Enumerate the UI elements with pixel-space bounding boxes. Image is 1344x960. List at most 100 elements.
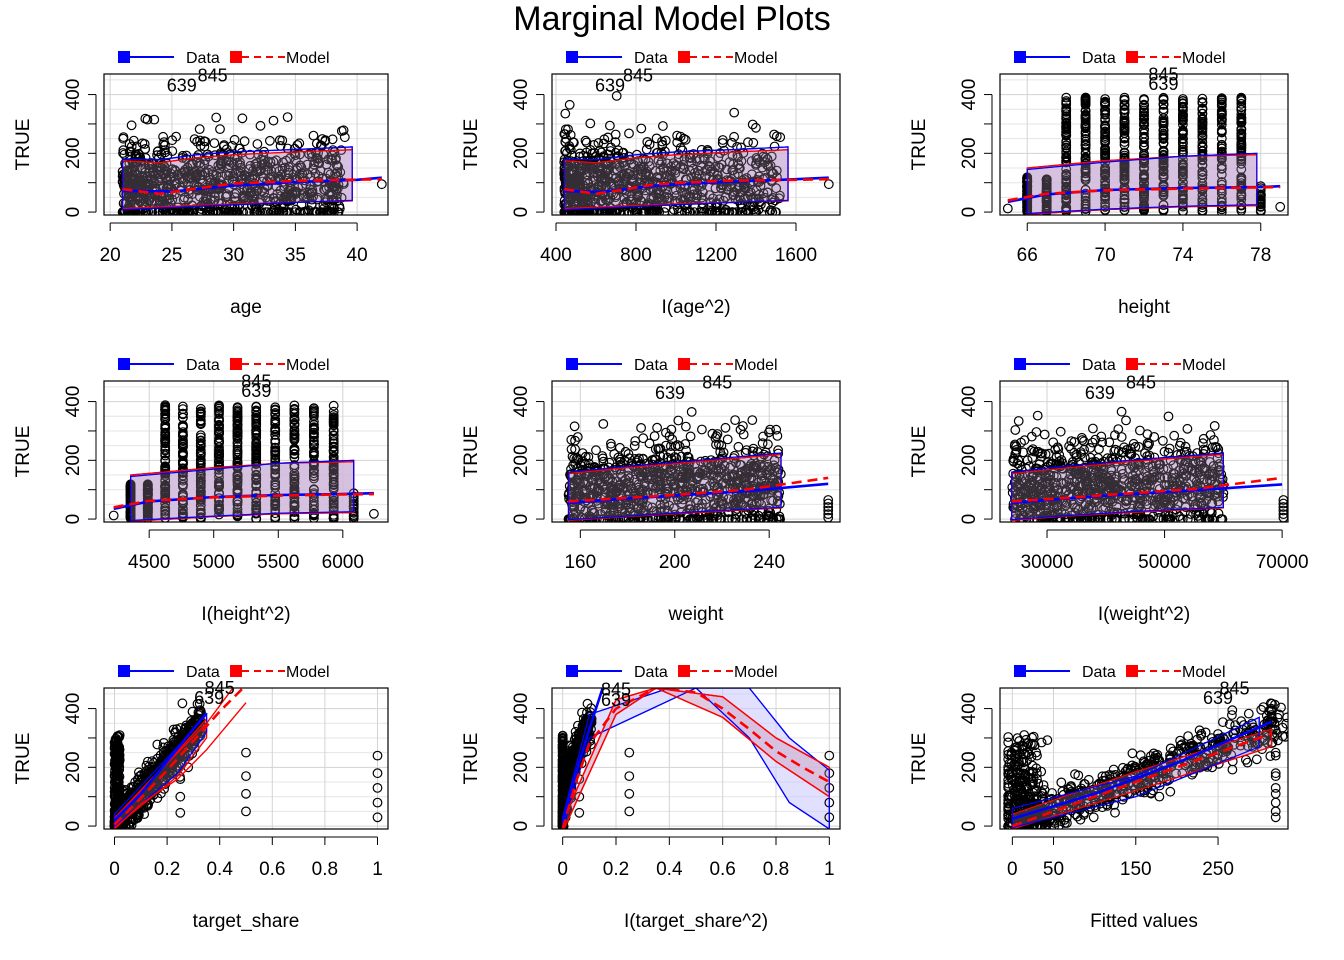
data-point [124, 139, 135, 149]
data-point [1216, 109, 1227, 120]
data-point [230, 192, 240, 203]
data-point [232, 432, 243, 443]
data-point [1197, 123, 1208, 134]
data-point [251, 481, 262, 492]
data-point [1032, 410, 1043, 421]
data-point [1119, 148, 1130, 159]
data-point [1100, 109, 1110, 120]
data-point [1061, 140, 1072, 151]
data-point [294, 207, 305, 215]
data-point [331, 184, 342, 195]
data-point [763, 439, 773, 450]
data-point [308, 130, 319, 141]
data-point [666, 161, 676, 172]
data-point [302, 189, 313, 200]
data-point [760, 157, 770, 168]
data-point [1177, 101, 1188, 112]
data-point [323, 167, 334, 178]
data-point [108, 510, 119, 521]
data-point [205, 172, 215, 183]
data-point [680, 200, 690, 211]
data-point [598, 419, 609, 429]
data-point [1100, 150, 1110, 161]
plot-area [559, 90, 834, 215]
data-point [574, 166, 585, 177]
data-point [177, 412, 188, 423]
data-point [189, 134, 200, 145]
data-point [1041, 206, 1052, 215]
data-point [232, 207, 243, 215]
data-point [1197, 151, 1208, 162]
data-point [328, 474, 339, 484]
data-point [214, 478, 224, 489]
data-point [710, 207, 720, 215]
data-point [289, 412, 300, 423]
data-point [747, 119, 758, 130]
data-point [229, 134, 240, 145]
data-point [1158, 160, 1169, 171]
data-point [277, 207, 288, 215]
x-tick-label: 5500 [257, 552, 299, 573]
legend: Data Model [566, 50, 778, 67]
data-point [644, 139, 655, 150]
data-point [1216, 163, 1227, 174]
x-tick-label: 30 [223, 245, 244, 266]
data-point [729, 107, 740, 118]
legend: Data Model [566, 357, 778, 374]
data-point [316, 140, 327, 151]
data-point [1080, 111, 1091, 122]
data-point [118, 145, 129, 156]
data-point [195, 495, 206, 505]
data-point [328, 400, 339, 411]
x-tick-label: 6000 [322, 552, 364, 573]
data-point [214, 499, 224, 510]
data-point [1158, 145, 1169, 156]
data-point [1080, 93, 1091, 104]
data-point [236, 207, 247, 215]
data-point [180, 169, 191, 180]
data-point [1177, 114, 1188, 125]
data-point [614, 179, 624, 189]
data-point [1216, 143, 1227, 154]
data-point [1216, 197, 1227, 208]
data-point [1041, 195, 1052, 206]
x-tick-label: 240 [753, 552, 785, 573]
data-point [289, 500, 300, 511]
data-point [177, 505, 188, 516]
x-tick-label: 1600 [775, 245, 817, 266]
data-point [588, 193, 599, 204]
data-point [1158, 171, 1169, 182]
data-point [1100, 171, 1110, 182]
data-point [271, 155, 282, 166]
data-point [158, 131, 169, 142]
data-point [751, 152, 762, 163]
point-label: 639 [1148, 74, 1178, 94]
data-point [231, 187, 242, 198]
data-point [717, 138, 728, 148]
data-point [214, 464, 224, 475]
data-point [232, 469, 243, 480]
x-axis: 20 25 30 35 40 [100, 222, 368, 266]
data-point [640, 167, 650, 178]
data-point [569, 137, 579, 148]
data-point [1080, 97, 1091, 108]
data-point [309, 437, 319, 448]
data-point [1100, 137, 1110, 148]
data-point [126, 141, 137, 152]
data-point [667, 165, 677, 176]
data-point [1100, 198, 1110, 209]
data-point [1177, 166, 1188, 177]
data-point [648, 193, 659, 204]
data-point [124, 146, 135, 157]
data-point [1177, 119, 1188, 130]
x-tick-label: 5000 [193, 552, 235, 573]
data-point [160, 480, 171, 491]
data-point [1236, 188, 1247, 199]
plot-area [563, 407, 834, 522]
data-point [1041, 174, 1052, 185]
model-band-outline [129, 461, 355, 522]
data-point [327, 207, 337, 215]
data-point [236, 162, 246, 173]
data-point [1080, 193, 1091, 203]
